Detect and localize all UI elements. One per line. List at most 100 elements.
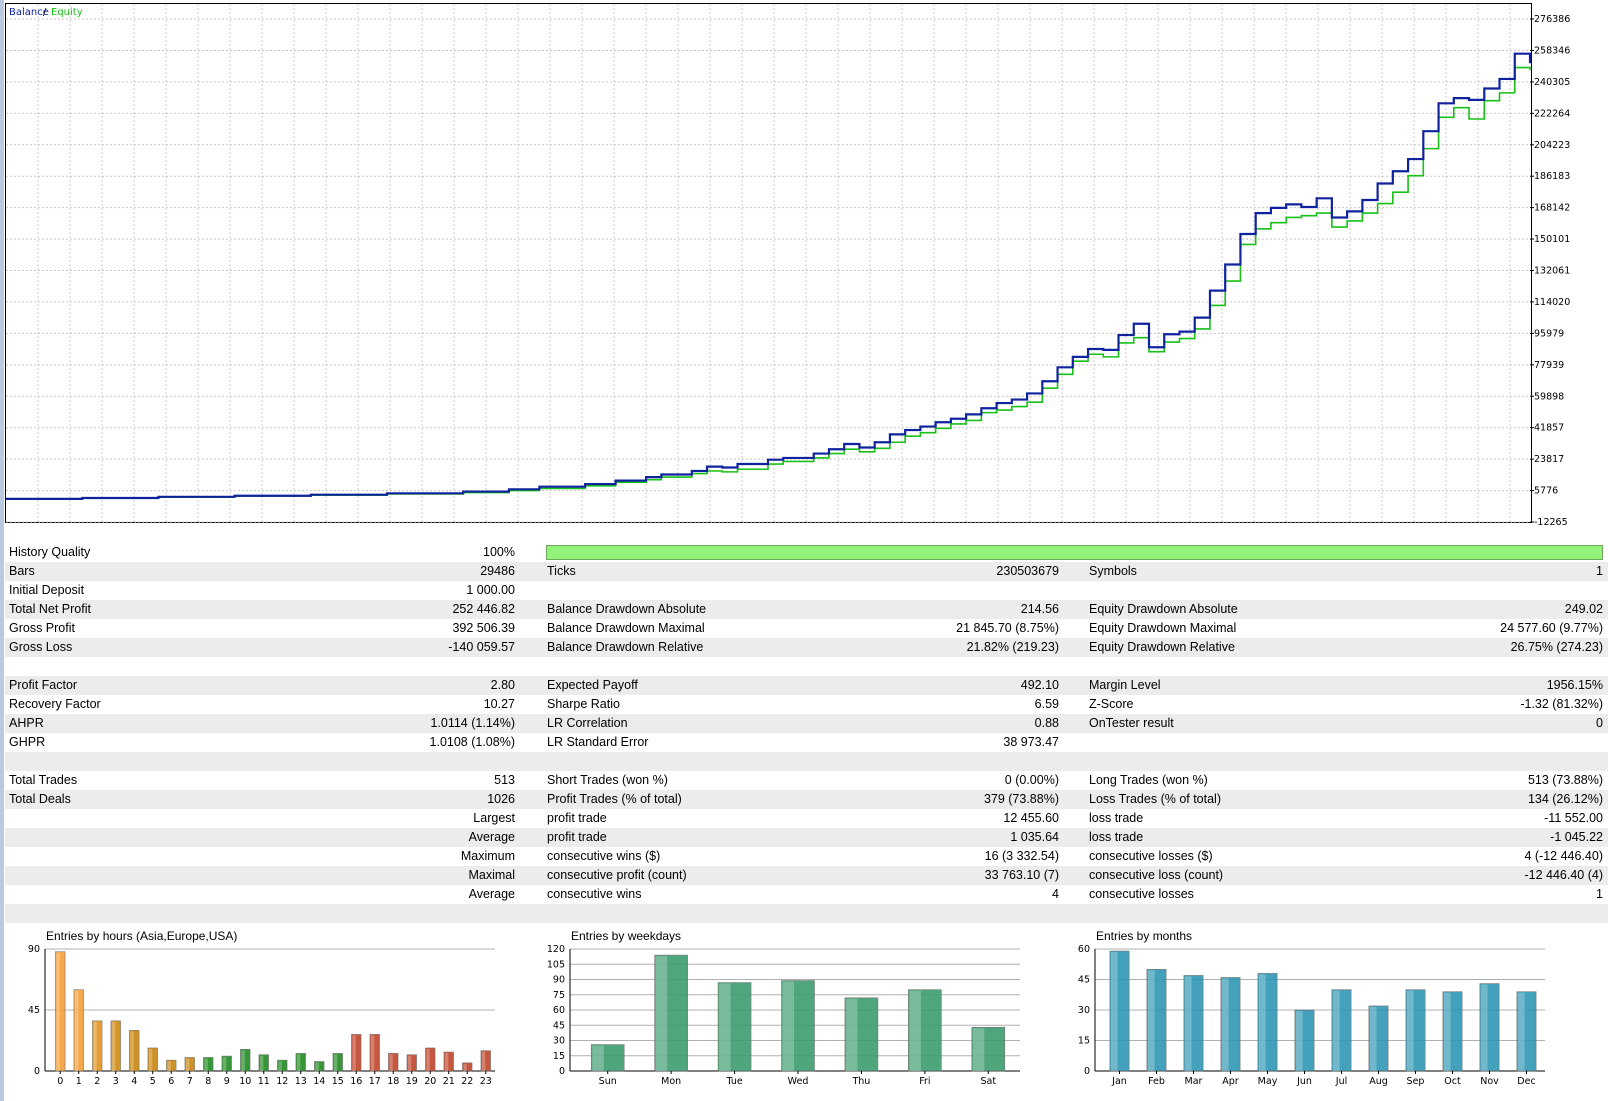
bar-highlight bbox=[426, 1048, 430, 1071]
stat-label: loss trade bbox=[1089, 811, 1144, 825]
left-border bbox=[0, 0, 4, 1101]
stat-value bbox=[765, 581, 1059, 600]
stat-value bbox=[765, 657, 1059, 676]
x-tick-label: Sep bbox=[1407, 1076, 1425, 1087]
stat-value bbox=[1305, 657, 1603, 676]
weekdays-histogram-title: Entries by weekdays bbox=[571, 929, 682, 943]
x-tick-label: Wed bbox=[788, 1076, 809, 1087]
y-tick-label: 0 bbox=[34, 1066, 40, 1077]
stat-value: 21 845.70 (8.75%) bbox=[956, 621, 1059, 635]
stat-label bbox=[9, 885, 209, 904]
bar-group: 13 bbox=[295, 1053, 307, 1087]
stats-row: GHPR 1.0108 (1.08%) LR Standard Error 38 97… bbox=[5, 733, 1608, 752]
stat-value: 1026 bbox=[487, 792, 515, 806]
stat-value: 1.0114 (1.14%) bbox=[430, 716, 515, 730]
stat-value: Maximum bbox=[460, 849, 515, 863]
bar-highlight bbox=[259, 1055, 264, 1071]
bar-highlight bbox=[782, 981, 795, 1071]
bar-group: Sep bbox=[1405, 989, 1426, 1087]
bar-group: 17 bbox=[369, 1034, 381, 1087]
bar-highlight bbox=[1406, 990, 1414, 1071]
bar-group: Mar bbox=[1183, 975, 1204, 1087]
stats-row: Total Trades 513 Short Trades (won %) 0 (0.… bbox=[5, 771, 1608, 790]
x-tick-label: 9 bbox=[224, 1076, 230, 1087]
x-tick-label: 10 bbox=[239, 1076, 251, 1087]
y-tick-label: 75 bbox=[553, 990, 565, 1001]
x-tick-label: 18 bbox=[387, 1076, 399, 1087]
stats-row bbox=[5, 752, 1608, 771]
bar-highlight bbox=[56, 952, 60, 1071]
bar-highlight bbox=[1480, 984, 1488, 1071]
stat-label: Total Deals bbox=[9, 792, 71, 806]
bar-highlight bbox=[592, 1045, 604, 1071]
bar-group: Nov bbox=[1479, 983, 1500, 1087]
x-tick-label: 6 bbox=[168, 1076, 174, 1087]
x-tick-label: 3 bbox=[113, 1076, 119, 1087]
y-tick-label: 204223 bbox=[1534, 140, 1570, 151]
stat-label: consecutive loss (count) bbox=[1089, 868, 1224, 882]
stat-label: Total Trades bbox=[9, 773, 78, 787]
stat-label: profit trade bbox=[547, 811, 607, 825]
stat-value: Maximal bbox=[468, 868, 515, 882]
bar-group: 18 bbox=[387, 1053, 399, 1087]
y-tick-label: 132061 bbox=[1534, 266, 1570, 277]
bar-group: 16 bbox=[350, 1034, 362, 1087]
y-tick-label: 15 bbox=[1078, 1036, 1090, 1047]
y-tick-label: 90 bbox=[553, 975, 565, 986]
bar-group: 6 bbox=[166, 1059, 177, 1087]
bar-group: 2 bbox=[92, 1020, 103, 1087]
x-tick-label: Aug bbox=[1369, 1076, 1388, 1087]
stat-value: 513 bbox=[494, 773, 515, 787]
stat-value: 249.02 bbox=[1564, 602, 1603, 616]
stat-label bbox=[9, 866, 209, 885]
y-tick-label: 150101 bbox=[1534, 234, 1570, 245]
stat-value: 134 (26.12%) bbox=[1527, 792, 1603, 806]
bar-highlight bbox=[130, 1031, 134, 1071]
stat-label: Ticks bbox=[547, 564, 576, 578]
y-tick-label: 45 bbox=[1078, 975, 1090, 986]
stat-value bbox=[1305, 581, 1603, 600]
stat-value: 10.27 bbox=[483, 697, 515, 711]
stat-value: -1 045.22 bbox=[1550, 830, 1603, 844]
bar-group: 1 bbox=[73, 989, 84, 1087]
x-tick-label: 7 bbox=[187, 1076, 193, 1087]
bar-highlight bbox=[1443, 992, 1451, 1071]
x-tick-label: 5 bbox=[150, 1076, 156, 1087]
x-tick-label: Nov bbox=[1480, 1076, 1499, 1087]
stat-value: 6.59 bbox=[1034, 697, 1059, 711]
stats-row: Average profit trade 1 035.64 loss trade -1 … bbox=[5, 828, 1608, 847]
months-histogram-plot: 0 15 30 45 60 Jan Feb Mar Apr May Jun Jul Aug Sep Oct N… bbox=[1078, 944, 1545, 1087]
series-balance-line bbox=[6, 52, 1532, 500]
stat-value bbox=[765, 904, 1059, 923]
stat-label: Z-Score bbox=[1089, 697, 1134, 711]
weekdays-histogram: Entries by weekdays 0 15 30 45 60 75 90 105 120 S… bbox=[530, 925, 1030, 1101]
chart-series bbox=[6, 52, 1532, 500]
x-tick-label: 16 bbox=[350, 1076, 362, 1087]
stat-label: AHPR bbox=[9, 716, 44, 730]
stat-label: Expected Payoff bbox=[547, 678, 638, 692]
bar bbox=[590, 1044, 625, 1072]
bar-highlight bbox=[444, 1053, 449, 1071]
stat-value: -12 446.40 (4) bbox=[1524, 868, 1603, 882]
stat-label: OnTester result bbox=[1089, 716, 1174, 730]
x-tick-label: Jan bbox=[1111, 1076, 1127, 1087]
bar-highlight bbox=[1369, 1006, 1377, 1071]
stat-value: 4 bbox=[1052, 887, 1059, 901]
bar-highlight bbox=[333, 1054, 338, 1071]
stat-label: Short Trades (won %) bbox=[547, 773, 668, 787]
y-tick-label: 77939 bbox=[1534, 360, 1564, 371]
y-tick-label: 186183 bbox=[1534, 171, 1570, 182]
stat-value: 2.80 bbox=[490, 678, 515, 692]
bar-group: 12 bbox=[276, 1059, 288, 1087]
stat-label: loss trade bbox=[1089, 830, 1144, 844]
y-tick-label: 15 bbox=[553, 1051, 565, 1062]
months-histogram-title: Entries by months bbox=[1096, 929, 1193, 943]
stats-table: History Quality 100% Bars 29486 Ticks 23050… bbox=[5, 543, 1608, 923]
y-tick-label: 120 bbox=[547, 944, 565, 955]
stat-label: profit trade bbox=[547, 830, 607, 844]
bar-group: 9 bbox=[221, 1055, 232, 1087]
bar-group: Jun bbox=[1294, 1009, 1315, 1087]
bar-group: 5 bbox=[147, 1047, 158, 1087]
x-tick-label: Jul bbox=[1335, 1076, 1347, 1087]
x-tick-label: Feb bbox=[1148, 1076, 1165, 1087]
